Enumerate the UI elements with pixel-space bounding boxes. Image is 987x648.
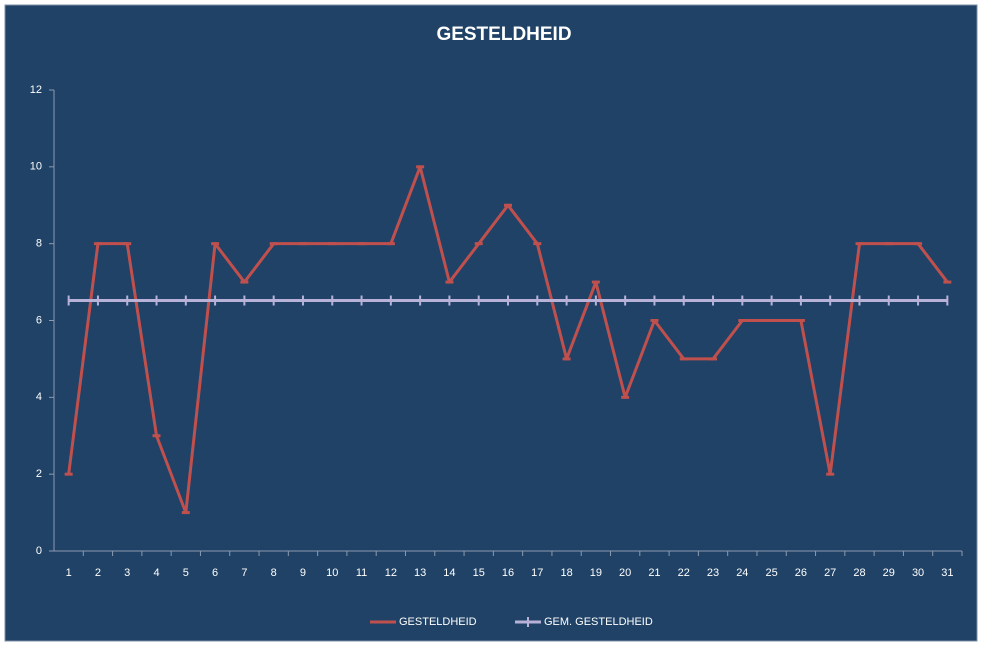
x-tick-label: 27 — [824, 567, 836, 579]
y-tick-label: 6 — [36, 314, 42, 326]
legend-label: GESTELDHEID — [399, 616, 477, 628]
x-tick-label: 9 — [300, 567, 306, 579]
x-tick-label: 15 — [473, 567, 485, 579]
x-tick-label: 28 — [853, 567, 865, 579]
x-tick-label: 8 — [271, 567, 277, 579]
y-tick-label: 10 — [30, 161, 42, 173]
x-tick-label: 31 — [941, 567, 953, 579]
x-tick-label: 11 — [356, 567, 367, 579]
x-tick-label: 17 — [531, 567, 543, 579]
x-tick-label: 22 — [678, 567, 690, 579]
x-tick-label: 7 — [241, 567, 247, 579]
x-tick-label: 20 — [619, 567, 631, 579]
x-tick-label: 10 — [326, 567, 338, 579]
x-tick-label: 14 — [443, 567, 455, 579]
x-tick-label: 5 — [183, 567, 189, 579]
x-tick-label: 18 — [560, 567, 572, 579]
y-tick-label: 0 — [36, 545, 42, 557]
x-tick-label: 21 — [648, 567, 660, 579]
x-tick-label: 26 — [795, 567, 807, 579]
x-tick-label: 25 — [765, 567, 777, 579]
x-tick-label: 24 — [736, 567, 748, 579]
y-tick-label: 8 — [36, 238, 42, 250]
x-tick-label: 4 — [153, 567, 159, 579]
x-tick-label: 19 — [590, 567, 602, 579]
y-tick-label: 12 — [30, 84, 42, 96]
x-tick-label: 1 — [66, 567, 72, 579]
x-tick-label: 30 — [912, 567, 924, 579]
x-tick-label: 12 — [385, 567, 397, 579]
y-tick-label: 2 — [36, 468, 42, 480]
x-tick-label: 2 — [95, 567, 101, 579]
x-tick-label: 16 — [502, 567, 514, 579]
x-tick-label: 6 — [212, 567, 218, 579]
y-tick-label: 4 — [36, 391, 42, 403]
x-tick-label: 23 — [707, 567, 719, 579]
x-tick-label: 29 — [883, 567, 895, 579]
chart-title: GESTELDHEID — [436, 24, 571, 45]
x-tick-label: 13 — [414, 567, 426, 579]
legend-label: GEM. GESTELDHEID — [544, 616, 653, 628]
x-tick-label: 3 — [124, 567, 130, 579]
chart-background — [4, 4, 978, 642]
